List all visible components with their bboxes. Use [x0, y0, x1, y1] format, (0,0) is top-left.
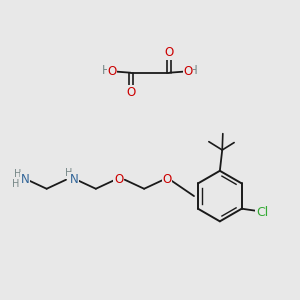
Text: H: H: [14, 169, 21, 179]
Text: Cl: Cl: [256, 206, 268, 219]
Text: O: O: [183, 65, 193, 78]
Text: N: N: [70, 173, 79, 186]
Text: H: H: [189, 64, 197, 77]
Text: H: H: [65, 168, 72, 178]
Text: O: O: [114, 173, 123, 186]
Text: O: O: [126, 86, 135, 99]
Text: O: O: [107, 65, 117, 78]
Text: O: O: [163, 173, 172, 186]
Text: H: H: [12, 179, 19, 189]
Text: N: N: [21, 173, 29, 186]
Text: O: O: [165, 46, 174, 59]
Text: H: H: [102, 64, 110, 77]
